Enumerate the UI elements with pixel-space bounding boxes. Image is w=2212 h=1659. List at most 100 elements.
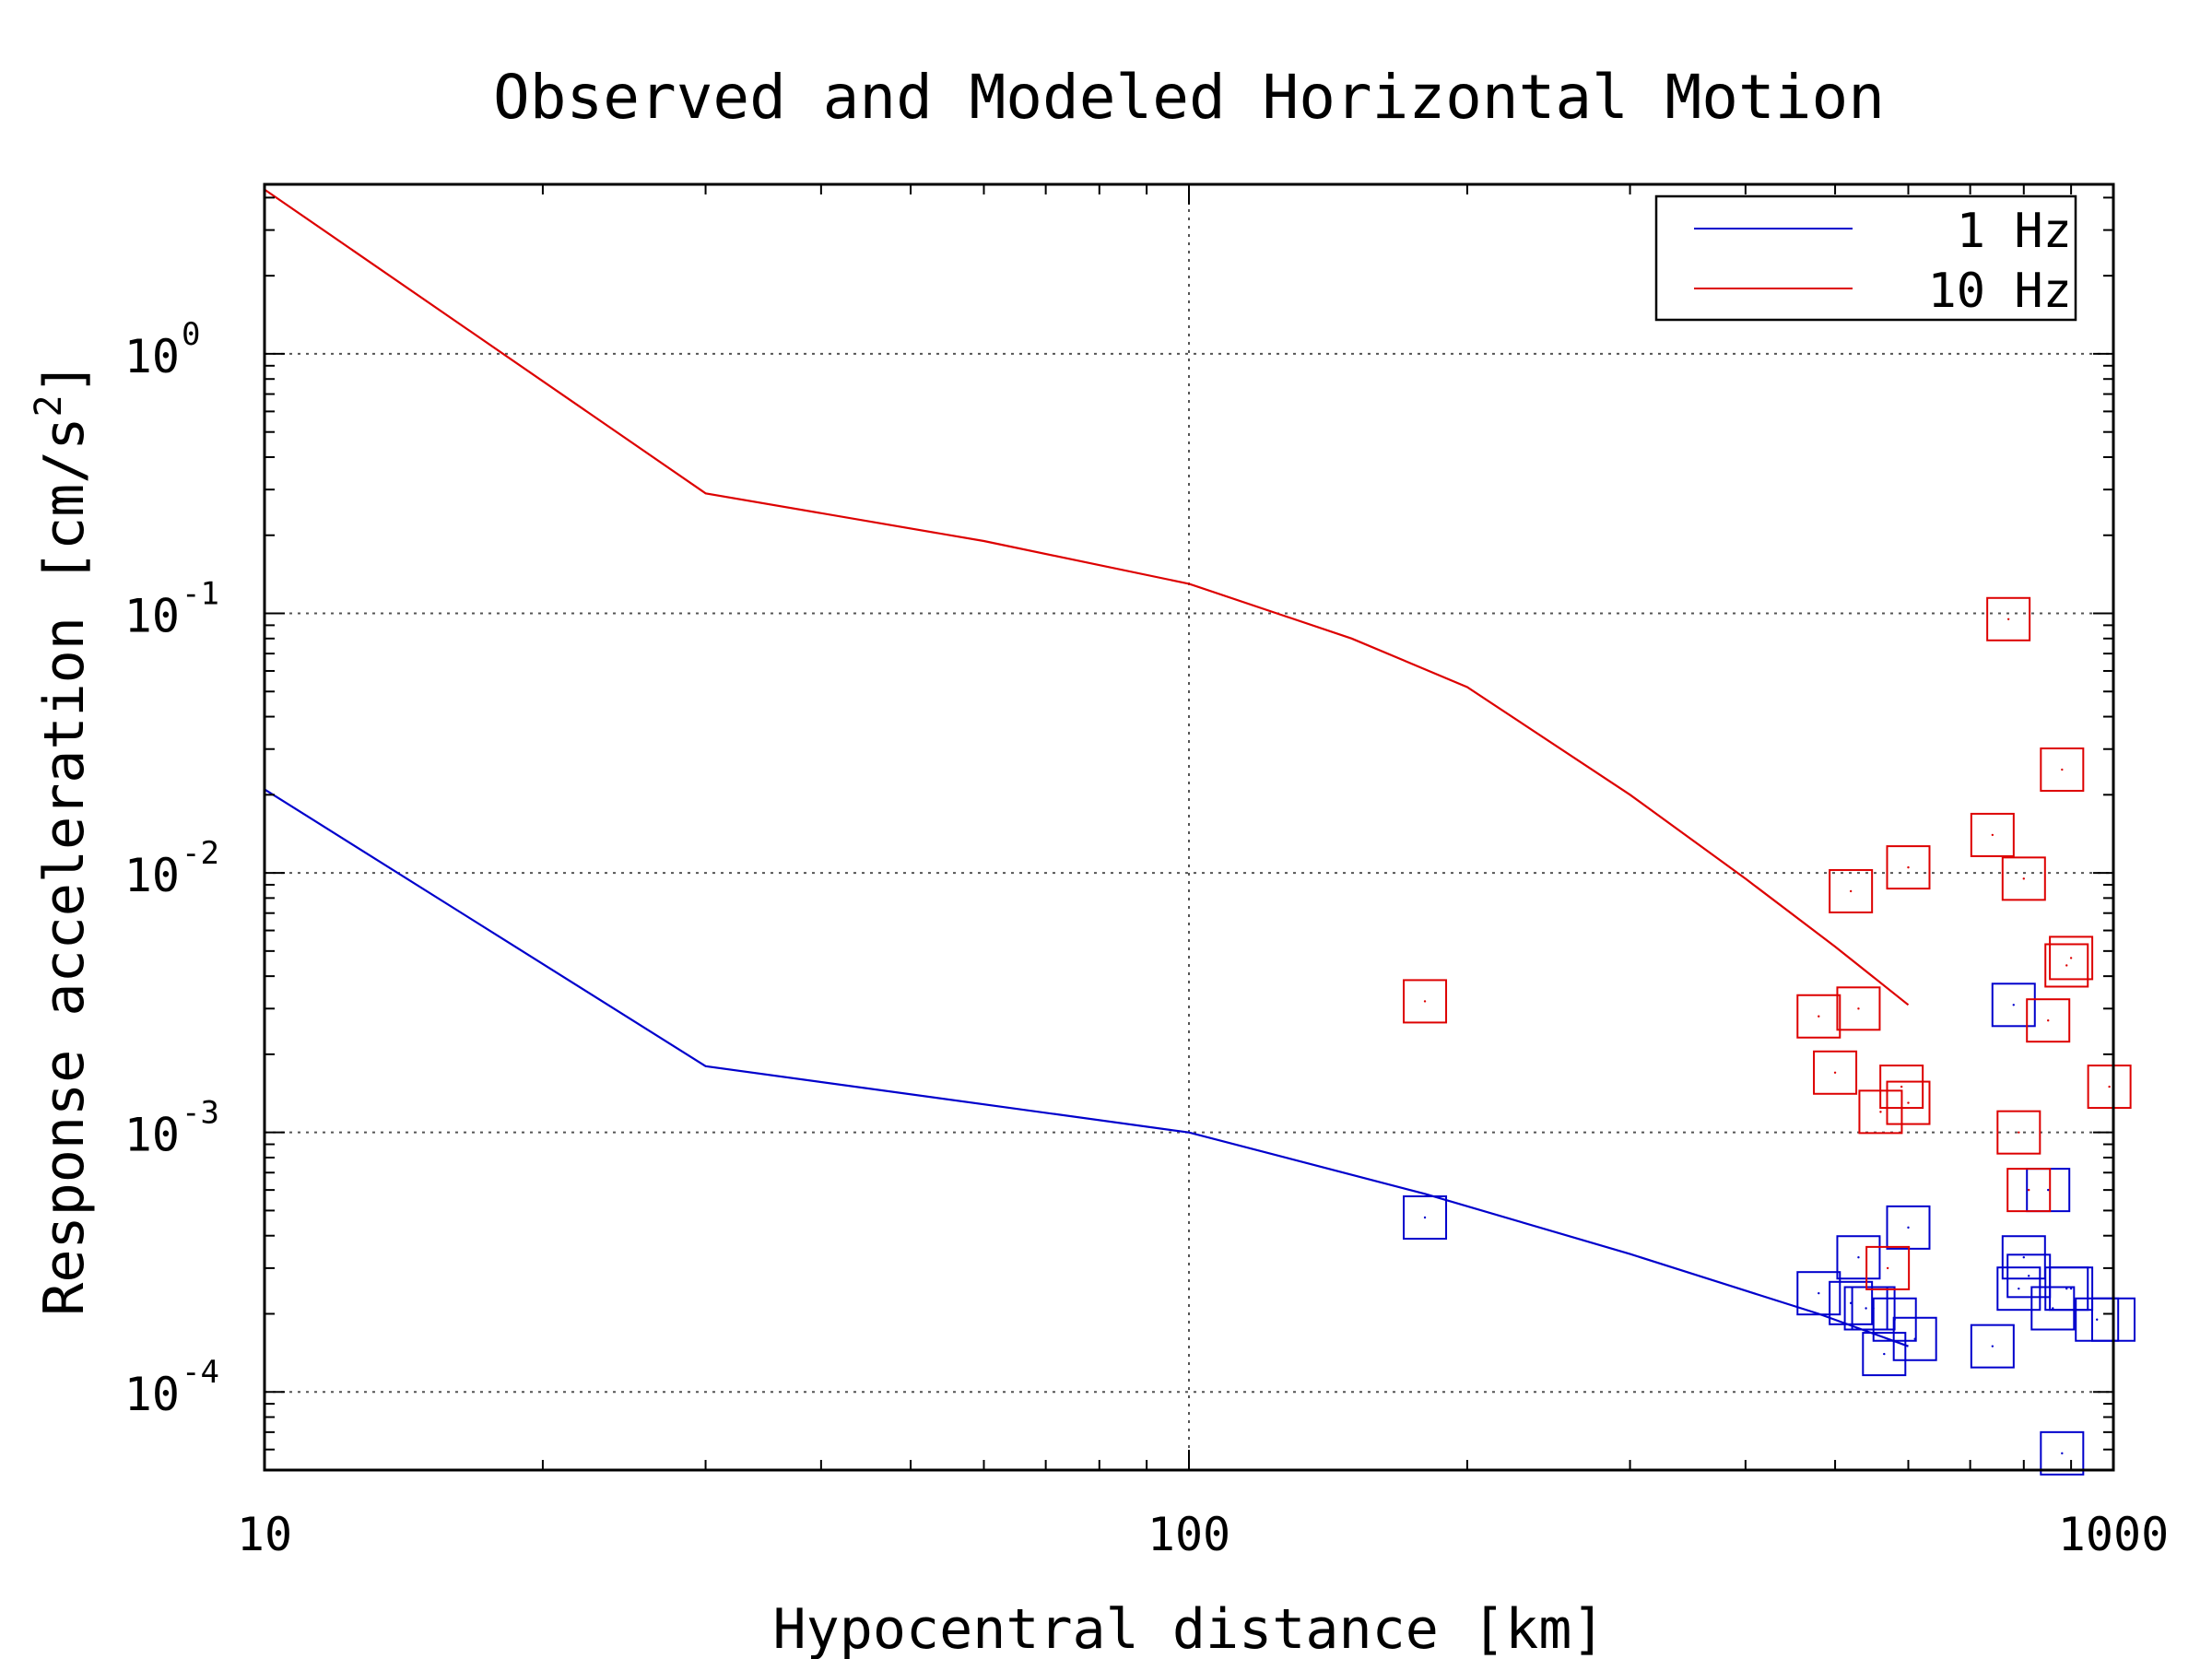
grid-lines xyxy=(265,184,2113,1470)
observed-point-center-1hz xyxy=(2061,1452,2064,1455)
observed-point-10hz xyxy=(2040,747,2085,793)
y-tick-label: 10 xyxy=(124,1109,180,1162)
observed-point-1hz xyxy=(2030,1286,2076,1331)
observed-point-10hz xyxy=(1886,845,1931,890)
observed-point-center-1hz xyxy=(1991,1345,1994,1347)
legend-label-1hz: 1 Hz xyxy=(1957,204,2072,259)
observed-point-10hz xyxy=(1865,1245,1911,1290)
observed-point-10hz xyxy=(1886,1080,1931,1125)
observed-point-center-10hz xyxy=(1833,1071,1837,1074)
observed-point-1hz xyxy=(2049,1266,2094,1312)
observed-point-center-10hz xyxy=(1900,1085,1903,1088)
observed-point-center-10hz xyxy=(1886,1266,1889,1270)
observed-point-center-10hz xyxy=(2069,957,2073,959)
observed-point-center-1hz xyxy=(1865,1307,1867,1310)
observed-point-1hz xyxy=(1991,982,2036,1028)
observed-point-center-1hz xyxy=(2069,1287,2073,1290)
observed-point-center-10hz xyxy=(1879,1111,1882,1113)
y-tick-exponent: -2 xyxy=(182,835,219,872)
observed-point-center-1hz xyxy=(1423,1216,1427,1219)
observed-point-1hz xyxy=(1892,1316,1937,1361)
y-tick-exponent: -3 xyxy=(182,1095,219,1132)
model-line-10hz xyxy=(264,188,1910,1006)
y-tick-exponent: -1 xyxy=(182,576,219,613)
observed-point-center-10hz xyxy=(2108,1085,2111,1088)
observed-point-1hz xyxy=(1970,1324,2015,1369)
observed-point-10hz xyxy=(1829,868,1874,913)
observed-point-10hz xyxy=(1836,986,1881,1031)
observed-point-center-1hz xyxy=(1883,1352,1886,1356)
observed-point-1hz xyxy=(1872,1297,1917,1342)
observed-point-center-1hz xyxy=(2028,1275,2030,1277)
observed-point-10hz xyxy=(2044,943,2089,988)
y-axis-label-base: Response acceleration [cm/s xyxy=(32,417,97,1315)
observed-point-10hz xyxy=(1986,596,2031,641)
observed-point-center-1hz xyxy=(2022,1256,2025,1259)
observed-point-center-1hz xyxy=(2047,1188,2050,1192)
y-tick-label: 10 xyxy=(124,330,180,383)
chart-title: Observed and Modeled Horizontal Motion xyxy=(493,62,1885,133)
tick-marks xyxy=(264,184,2113,1471)
observed-point-1hz xyxy=(1836,1235,1881,1280)
observed-point-center-10hz xyxy=(2047,1018,2050,1022)
observed-point-10hz xyxy=(1403,979,1448,1024)
observed-point-center-1hz xyxy=(2052,1307,2054,1310)
observed-point-10hz xyxy=(2087,1065,2132,1110)
legend: 1 Hz 10 Hz xyxy=(1654,194,2077,322)
observed-point-10hz xyxy=(2026,998,2071,1043)
y-tick-exponent: 0 xyxy=(182,316,200,353)
observed-point-center-10hz xyxy=(2018,1131,2020,1134)
observed-point-1hz xyxy=(1996,1266,2041,1312)
observed-point-1hz xyxy=(1829,1280,1874,1325)
observed-point-10hz xyxy=(1796,994,1841,1039)
observed-point-10hz xyxy=(2001,856,2046,901)
legend-box xyxy=(1654,194,2077,322)
observed-point-center-1hz xyxy=(1857,1256,1860,1259)
x-tick-labels: 10 100 1000 xyxy=(237,1508,2169,1561)
observed-point-1hz xyxy=(1862,1332,1907,1377)
series-layer xyxy=(264,188,2136,1476)
y-tick-label: 10 xyxy=(124,849,180,902)
observed-point-10hz xyxy=(1813,1050,1858,1095)
observed-point-10hz xyxy=(1879,1065,1924,1110)
observed-point-center-1hz xyxy=(2065,1287,2068,1290)
observed-point-center-1hz xyxy=(2096,1318,2099,1321)
observed-point-center-10hz xyxy=(1857,1007,1860,1010)
y-tick-label: 10 xyxy=(124,1368,180,1421)
observed-point-center-10hz xyxy=(2022,877,2025,880)
observed-point-center-1hz xyxy=(2018,1287,2020,1290)
x-tick-label: 10 xyxy=(237,1508,292,1561)
legend-label-10hz: 10 Hz xyxy=(1927,264,2072,319)
y-axis-label-end: ] xyxy=(32,361,97,394)
observed-point-center-10hz xyxy=(1991,833,1994,837)
observed-point-center-10hz xyxy=(2006,618,2010,620)
observed-point-center-10hz xyxy=(2028,1188,2030,1192)
observed-point-10hz xyxy=(1996,1110,2041,1155)
observed-point-1hz xyxy=(2001,1235,2046,1280)
observed-point-center-10hz xyxy=(1423,1000,1427,1003)
observed-point-10hz xyxy=(1970,812,2015,857)
y-tick-exponent: -4 xyxy=(182,1354,219,1391)
observed-point-center-10hz xyxy=(1818,1015,1820,1018)
observed-point-1hz xyxy=(1403,1194,1448,1240)
observed-point-center-10hz xyxy=(1907,865,1910,869)
x-tick-label: 1000 xyxy=(2058,1508,2169,1561)
observed-point-center-10hz xyxy=(1849,889,1853,893)
x-tick-label: 100 xyxy=(1147,1508,1230,1561)
observed-point-1hz xyxy=(1796,1271,1841,1316)
observed-point-center-10hz xyxy=(2061,768,2064,771)
y-axis-label-exponent: 2 xyxy=(28,394,70,417)
observed-point-center-10hz xyxy=(1907,1101,1910,1104)
y-tick-label: 10 xyxy=(124,590,180,643)
observed-point-center-1hz xyxy=(1907,1226,1910,1230)
x-axis-label: Hypocentral distance [km] xyxy=(772,1597,1605,1659)
observed-point-1hz xyxy=(2040,1430,2085,1476)
observed-point-center-1hz xyxy=(1913,1337,1916,1340)
observed-point-center-10hz xyxy=(2065,964,2068,967)
observed-point-10hz xyxy=(2049,935,2094,981)
y-axis-label: Response acceleration [cm/s2] xyxy=(28,361,97,1316)
observed-point-10hz xyxy=(2006,1168,2052,1213)
observed-point-center-1hz xyxy=(2012,1004,2015,1006)
